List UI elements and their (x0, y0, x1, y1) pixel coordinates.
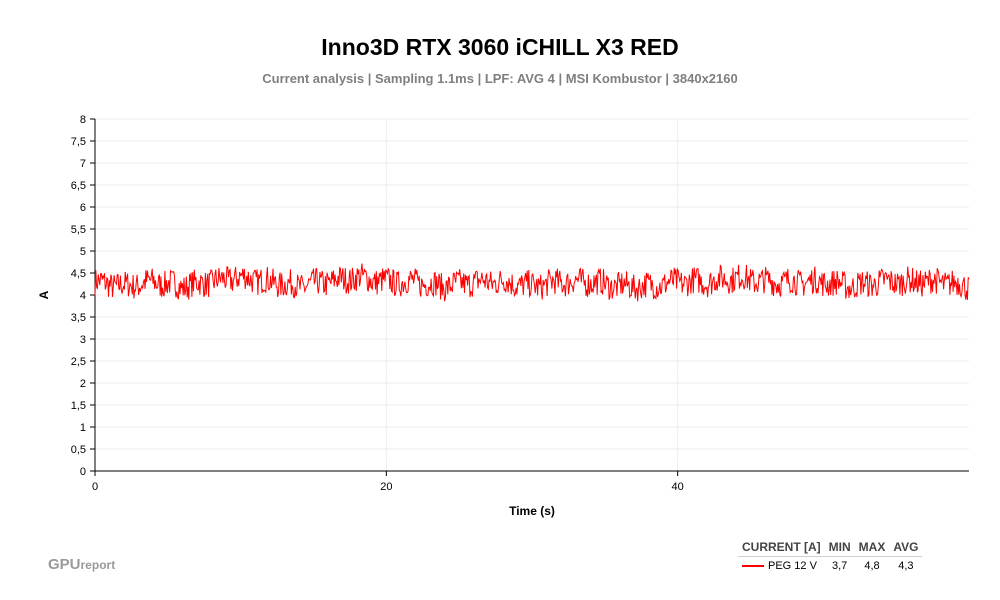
y-tick-label: 2,5 (71, 356, 86, 368)
y-tick-label: 1,5 (71, 400, 86, 412)
brand-suffix: report (80, 558, 116, 572)
legend: CURRENT [A] MIN MAX AVG PEG 12 V 3,7 4,8… (738, 540, 923, 572)
y-tick-label: 3 (80, 334, 86, 346)
legend-series-name: PEG 12 V (738, 557, 825, 572)
legend-header-min: MIN (824, 540, 855, 557)
y-tick-label: 7 (80, 158, 86, 170)
x-tick-label: 20 (380, 481, 392, 493)
y-tick-label: 6 (80, 202, 86, 214)
y-tick-label: 1 (80, 422, 86, 434)
y-tick-label: 0,5 (71, 444, 86, 456)
grid-lines (95, 118, 969, 471)
chart-subtitle: Current analysis | Sampling 1.1ms | LPF:… (262, 71, 738, 86)
y-tick-label: 5 (80, 246, 86, 258)
legend-header-max: MAX (854, 540, 890, 557)
y-axis-title: A (37, 290, 51, 299)
legend-row: PEG 12 V 3,7 4,8 4,3 (738, 557, 922, 572)
x-axis-title: Time (s) (509, 504, 555, 518)
y-tick-label: 0 (80, 466, 86, 478)
brand-main: GPU (48, 556, 81, 573)
y-tick-label: 8 (80, 114, 86, 126)
legend-series-label: PEG 12 V (768, 560, 817, 572)
y-tick-label: 6,5 (71, 180, 86, 192)
legend-max-value: 4,8 (864, 560, 880, 572)
legend-min-value: 3,7 (832, 560, 848, 572)
x-tick-label: 0 (92, 481, 98, 493)
y-tick-label: 4,5 (71, 268, 86, 280)
legend-header-current: CURRENT [A] (738, 540, 825, 557)
tick-labels: 0 0,5 1 1,5 2 2,5 3 3,5 4 4,5 5 5,5 6 6,5 7 7,5 8 0 20 40 (71, 114, 684, 493)
y-tick-label: 2 (80, 378, 86, 390)
series-line-peg-12v (94, 263, 970, 302)
legend-table: CURRENT [A] MIN MAX AVG PEG 12 V 3,7 4,8… (738, 540, 923, 572)
legend-swatch (742, 565, 764, 568)
y-tick-label: 5,5 (71, 224, 86, 236)
legend-header-row: CURRENT [A] MIN MAX AVG (738, 540, 923, 557)
brand-logo: GPUreport (48, 556, 115, 573)
y-tick-label: 7,5 (71, 136, 86, 148)
series-layer (94, 263, 970, 302)
y-tick-label: 3,5 (71, 312, 86, 324)
y-tick-label: 4 (80, 290, 86, 302)
x-tick-label: 40 (672, 481, 684, 493)
chart-title: Inno3D RTX 3060 iCHILL X3 RED (321, 34, 679, 60)
legend-header-avg: AVG (889, 540, 923, 557)
legend-avg-value: 4,3 (898, 560, 914, 572)
